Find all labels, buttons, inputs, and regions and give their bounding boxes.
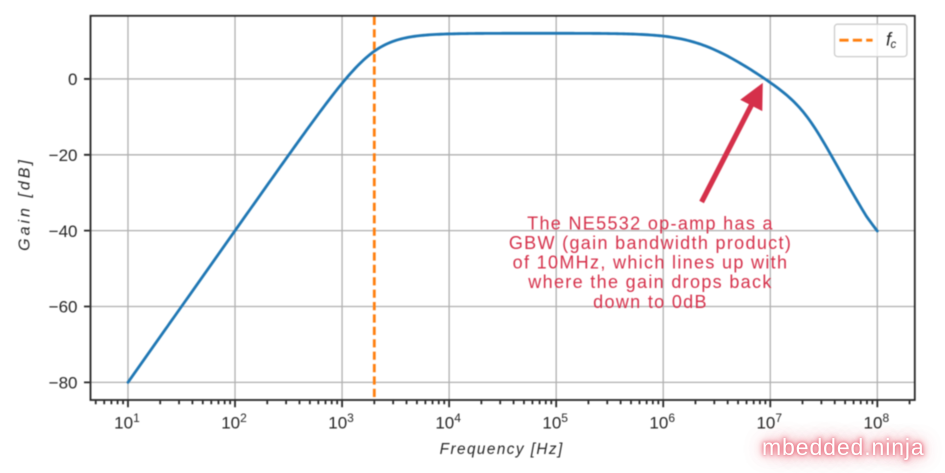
svg-text:of 10MHz, which lines up with: of 10MHz, which lines up with: [513, 253, 789, 273]
svg-text:Gain [dB]: Gain [dB]: [17, 157, 34, 251]
svg-text:−60: −60: [49, 298, 78, 317]
svg-text:GBW (gain bandwidth product): GBW (gain bandwidth product): [509, 233, 792, 253]
svg-text:where the gain drops back: where the gain drops back: [527, 272, 772, 292]
svg-text:−20: −20: [49, 146, 78, 165]
svg-text:0: 0: [68, 70, 77, 89]
svg-text:−40: −40: [49, 222, 78, 241]
svg-text:−80: −80: [49, 374, 78, 393]
svg-text:down to 0dB: down to 0dB: [593, 292, 708, 312]
svg-text:fc: fc: [886, 29, 897, 51]
svg-text:The NE5532 op-amp has a: The NE5532 op-amp has a: [527, 213, 774, 233]
svg-text:Frequency [Hz]: Frequency [Hz]: [440, 441, 564, 458]
